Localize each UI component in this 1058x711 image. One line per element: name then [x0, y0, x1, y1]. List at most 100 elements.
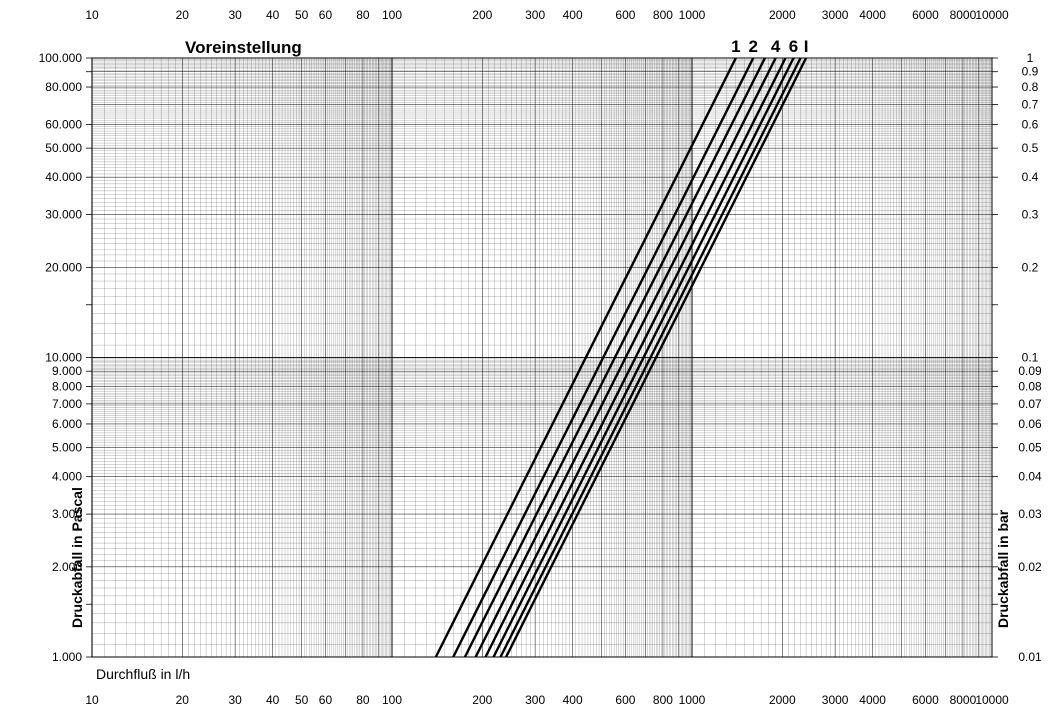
y-left-tick-label: 3.000: [52, 507, 82, 521]
x-tick-label-bottom: 80: [356, 693, 370, 707]
presetting-line-7: [499, 57, 802, 658]
x-tick-label-bottom: 4000: [859, 693, 886, 707]
x-tick-label-top: 30: [228, 8, 242, 22]
x-tick-label-bottom: 8000: [950, 693, 977, 707]
x-tick-label-bottom: 20: [176, 693, 190, 707]
y-left-tick-label: 50.000: [45, 141, 82, 155]
y-axis-left-label: Druckabfall in Pascal: [69, 487, 85, 628]
x-tick-label-top: 800: [653, 8, 673, 22]
x-tick-label-top: 20: [176, 8, 190, 22]
x-tick-label-bottom: 30: [228, 693, 242, 707]
x-tick-label-bottom: 600: [615, 693, 635, 707]
chart-title: Voreinstellung: [185, 38, 302, 57]
x-tick-label-top: 200: [472, 8, 492, 22]
x-axis-bottom-ticks: 10 20 30 40 50 60 80 100 200 300 400 600 800 1000 2000…: [85, 693, 1009, 707]
y-right-tick-label: 0.6: [1022, 117, 1039, 131]
y-right-tick-label: 1: [1027, 51, 1034, 65]
curve-label-4: 4: [771, 37, 781, 56]
y-left-tick-label: 5.000: [52, 441, 82, 455]
x-tick-label-top: 10: [85, 8, 99, 22]
y-right-tick-label: 0.07: [1018, 397, 1042, 411]
x-tick-label-bottom: 50: [295, 693, 309, 707]
x-tick-label-bottom: 40: [266, 693, 280, 707]
x-tick-label-top: 600: [615, 8, 635, 22]
x-tick-label-top: 80: [356, 8, 370, 22]
x-tick-label-bottom: 200: [472, 693, 492, 707]
y-right-tick-label: 0.7: [1022, 97, 1039, 111]
y-left-tick-label: 80.000: [45, 80, 82, 94]
x-tick-label-bottom: 6000: [912, 693, 939, 707]
y-left-tick-label: 9.000: [52, 364, 82, 378]
y-right-tick-label: 0.05: [1018, 441, 1042, 455]
y-left-tick-label: 60.000: [45, 117, 82, 131]
x-tick-label-bottom: 400: [563, 693, 583, 707]
y-right-tick-label: 0.08: [1018, 380, 1042, 394]
y-left-tick-label: 20.000: [45, 260, 82, 274]
y-right-tick-label: 0.5: [1022, 141, 1039, 155]
y-right-tick-label: 0.01: [1018, 650, 1042, 664]
x-tick-label-top: 4000: [859, 8, 886, 22]
curve-label-6: 6: [789, 37, 798, 56]
x-tick-label-bottom: 3000: [822, 693, 849, 707]
y-right-tick-label: 0.06: [1018, 417, 1042, 431]
x-tick-label-top: 10000: [975, 8, 1009, 22]
x-tick-label-top: 300: [525, 8, 545, 22]
y-right-tick-label: 0.09: [1018, 364, 1042, 378]
y-axis-right-ticks: 0.01 0.02 0.03 0.04 0.05 0.06 0.07 0.08 0.090.1 0…: [992, 51, 1042, 664]
y-right-tick-label: 0.03: [1018, 507, 1042, 521]
curve-label-2: 2: [749, 37, 758, 56]
x-tick-label-bottom: 800: [653, 693, 673, 707]
y-left-tick-label: 40.000: [45, 170, 82, 184]
y-right-tick-label: 0.9: [1022, 65, 1039, 79]
x-tick-label-top: 60: [319, 8, 333, 22]
x-tick-label-top: 3000: [822, 8, 849, 22]
y-left-tick-label: 8.000: [52, 380, 82, 394]
x-tick-label-top: 50: [295, 8, 309, 22]
x-tick-label-top: 40: [266, 8, 280, 22]
y-right-tick-label: 0.3: [1022, 208, 1039, 222]
x-tick-label-top: 1000: [679, 8, 706, 22]
y-left-tick-label: 2.000: [52, 560, 82, 574]
presetting-line-3: [463, 57, 766, 658]
y-right-tick-label: 0.8: [1022, 80, 1039, 94]
y-right-tick-label: 0.4: [1022, 170, 1039, 184]
y-left-tick-label: 10.000: [45, 351, 82, 365]
y-left-tick-label: 100.000: [39, 51, 83, 65]
y-left-tick-label: 7.000: [52, 397, 82, 411]
curve-label-1: 1: [731, 37, 740, 56]
y-right-tick-label: 0.2: [1022, 260, 1039, 274]
x-axis-top-ticks: 10 20 30 40 50 60 80 100 200 300 400 600 800 1000 2000…: [85, 8, 1009, 22]
y-axis-right-label: Druckabfall in bar: [995, 509, 1011, 628]
y-right-tick-label: 0.1: [1022, 351, 1039, 365]
x-tick-label-bottom: 300: [525, 693, 545, 707]
x-tick-label-top: 6000: [912, 8, 939, 22]
x-tick-label-bottom: 10000: [975, 693, 1009, 707]
x-axis-label: Durchfluß in l/h: [96, 666, 190, 682]
presetting-line-4: [474, 57, 777, 658]
x-tick-label-top: 400: [563, 8, 583, 22]
x-tick-label-bottom: 60: [319, 693, 333, 707]
curve-label-I: I: [804, 37, 809, 56]
x-tick-label-top: 8000: [950, 8, 977, 22]
x-tick-label-top: 2000: [769, 8, 796, 22]
presetting-line-8: [504, 57, 808, 658]
y-left-tick-label: 4.000: [52, 470, 82, 484]
x-tick-label-bottom: 1000: [679, 693, 706, 707]
y-axis-left-ticks: 1.000 2.000 3.000 4.000 5.000 6.000 7.000 8.000…: [39, 51, 92, 664]
presetting-line-5: [484, 57, 787, 658]
y-left-tick-label: 6.000: [52, 417, 82, 431]
presetting-line-2: [452, 57, 755, 658]
y-right-tick-label: 0.04: [1018, 470, 1042, 484]
y-left-tick-label: 30.000: [45, 208, 82, 222]
x-tick-label-bottom: 10: [85, 693, 99, 707]
presetting-line-6: [492, 57, 795, 658]
x-tick-label-bottom: 2000: [769, 693, 796, 707]
y-right-tick-label: 0.02: [1018, 560, 1042, 574]
x-tick-label-top: 100: [382, 8, 402, 22]
x-tick-label-bottom: 100: [382, 693, 402, 707]
y-left-tick-label: 1.000: [52, 650, 82, 664]
presetting-line-1: [434, 57, 737, 658]
presetting-curves: [434, 57, 808, 658]
